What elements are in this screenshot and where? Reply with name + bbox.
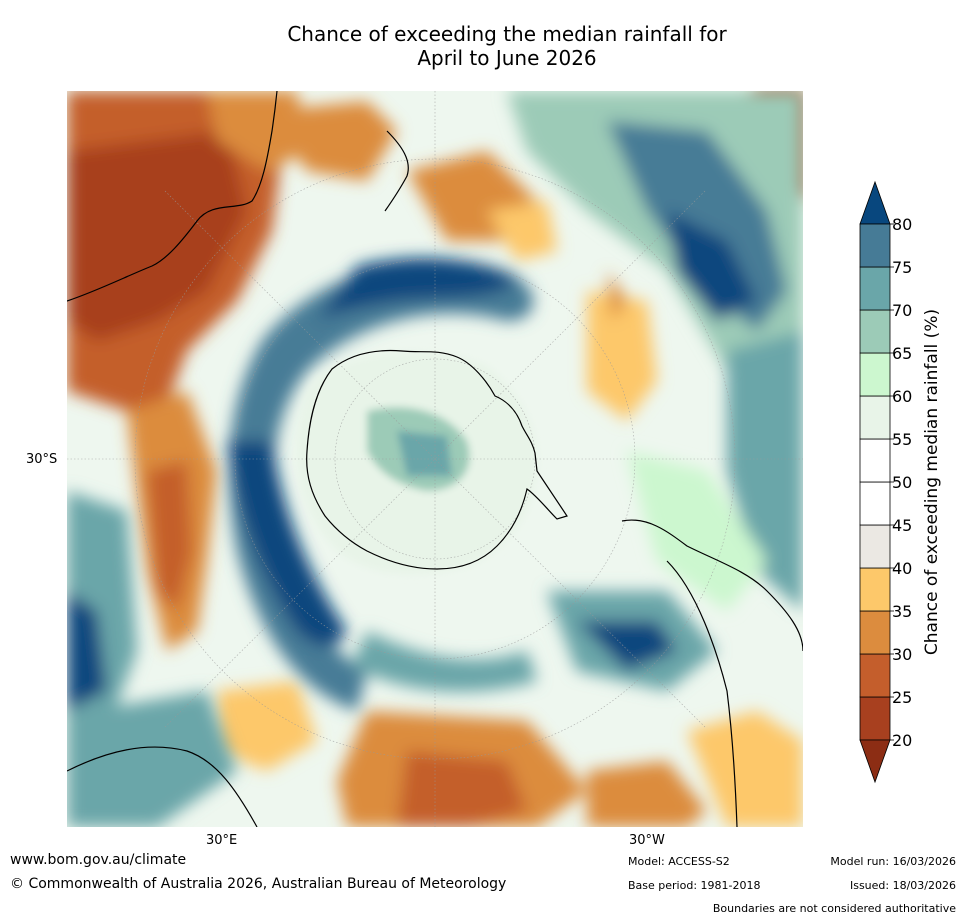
colorbar-under-arrow xyxy=(859,739,891,784)
colorbar-tick-label: 80 xyxy=(892,215,912,234)
colorbar-band xyxy=(859,567,891,612)
colorbar-band xyxy=(859,352,891,397)
colorbar: 20 25 30 35 40 45 50 55 60 65 70 75 80 Chance of exce… xyxy=(820,180,965,790)
south-america-coast xyxy=(621,519,803,652)
circumpolar-wet-band xyxy=(227,257,537,711)
colorbar-tick-label: 75 xyxy=(892,258,912,277)
colorbar-band xyxy=(859,653,891,698)
colorbar-tick-label: 30 xyxy=(892,645,912,664)
title-line-1: Chance of exceeding the median rainfall … xyxy=(287,22,727,46)
rainfall-map-svg xyxy=(67,91,803,827)
website-link[interactable]: www.bom.gov.au/climate xyxy=(10,852,187,868)
dry-anomaly-regions xyxy=(67,91,803,827)
colorbar-band xyxy=(859,223,891,268)
colorbar-band xyxy=(859,696,891,741)
issued-date: Issued: 18/03/2026 xyxy=(849,879,956,892)
colorbar-svg: 20 25 30 35 40 45 50 55 60 65 70 75 80 Chance of exce… xyxy=(859,180,942,784)
antarctica-coast xyxy=(306,349,568,570)
colorbar-tick-label: 20 xyxy=(892,731,912,750)
colorbar-tick-label: 35 xyxy=(892,602,912,621)
colorbar-tick-label: 40 xyxy=(892,559,912,578)
lon-label-30w: 30°W xyxy=(629,833,665,848)
antarctica-interior xyxy=(296,352,537,575)
base-period: Base period: 1981-2018 xyxy=(628,879,761,892)
colorbar-band xyxy=(859,309,891,354)
colorbar-band xyxy=(859,395,891,440)
colorbar-label: Chance of exceeding median rainfall (%) xyxy=(922,309,942,655)
title-line-2: April to June 2026 xyxy=(417,46,597,70)
wet-anomaly-regions xyxy=(67,91,803,827)
colorbar-band xyxy=(859,438,891,483)
colorbar-tick-label: 55 xyxy=(892,430,912,449)
colorbar-band xyxy=(859,610,891,655)
colorbar-tick-label: 65 xyxy=(892,344,912,363)
map-title: Chance of exceeding the median rainfall … xyxy=(0,22,965,70)
lat-label-30s: 30°S xyxy=(26,452,58,467)
colorbar-over-arrow xyxy=(859,180,891,225)
lon-label-30e: 30°E xyxy=(206,833,238,848)
australia-coast xyxy=(67,91,278,302)
boundary-disclaimer: Boundaries are not considered authoritat… xyxy=(712,902,956,915)
colorbar-tick-label: 45 xyxy=(892,516,912,535)
model-run: Model run: 16/03/2026 xyxy=(830,855,956,868)
africa-coast xyxy=(67,746,258,827)
model-name: Model: ACCESS-S2 xyxy=(628,855,730,868)
colorbar-band xyxy=(859,524,891,569)
colorbar-band xyxy=(859,481,891,526)
colorbar-tick-label: 25 xyxy=(892,688,912,707)
colorbar-tick-label: 50 xyxy=(892,473,912,492)
south-america-coast-east xyxy=(666,560,738,827)
new-zealand-coast xyxy=(384,130,409,212)
colorbar-band xyxy=(859,266,891,311)
graticule xyxy=(67,91,803,827)
colorbar-tick-label: 60 xyxy=(892,387,912,406)
copyright-text: © Commonwealth of Australia 2026, Austra… xyxy=(10,876,507,892)
coastlines xyxy=(67,91,803,827)
colorbar-tick-label: 70 xyxy=(892,301,912,320)
rainfall-map[interactable] xyxy=(67,91,803,827)
